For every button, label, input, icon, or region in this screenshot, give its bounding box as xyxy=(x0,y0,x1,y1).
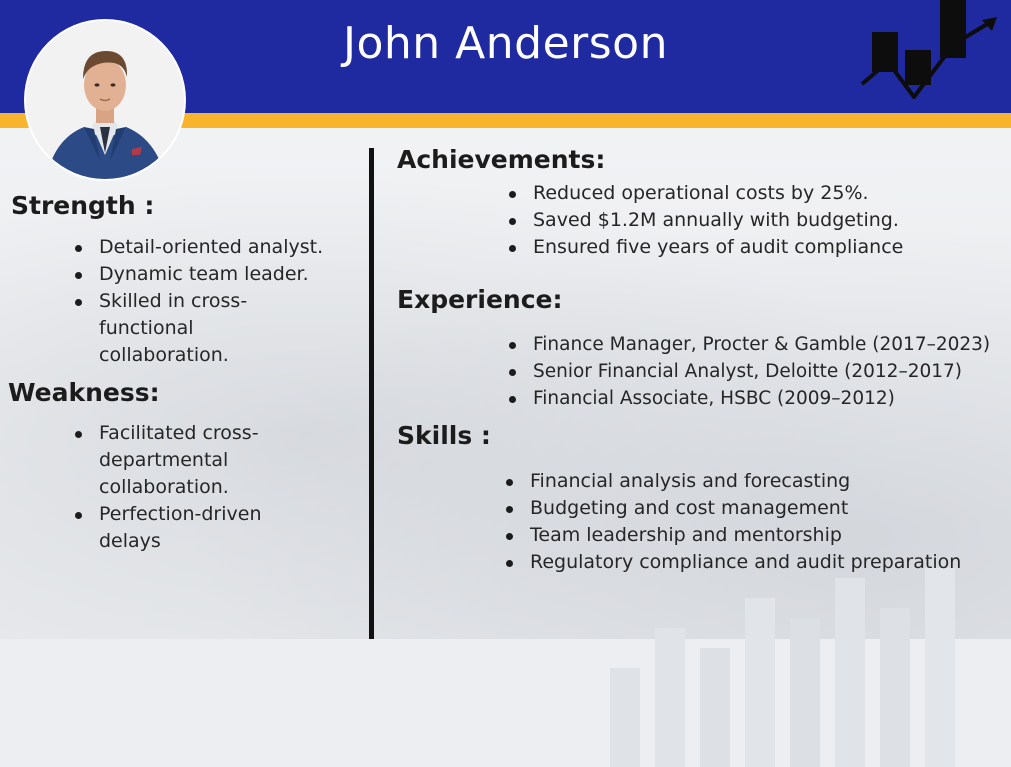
accent-band xyxy=(0,113,1011,128)
list-item: Team leadership and mentorship xyxy=(503,522,1008,549)
list-item: Facilitated cross-departmental collabora… xyxy=(72,420,277,501)
list-item: Regulatory compliance and audit preparat… xyxy=(503,549,1008,576)
column-divider xyxy=(369,148,374,639)
list-item: Reduced operational costs by 25%. xyxy=(506,180,1006,207)
person-portrait-icon xyxy=(26,21,184,179)
profile-photo xyxy=(26,21,184,179)
list-item: Dynamic team leader. xyxy=(72,261,362,288)
skills-list: Financial analysis and forecasting Budge… xyxy=(503,468,1008,576)
strength-list: Detail-oriented analyst. Dynamic team le… xyxy=(72,234,362,369)
strength-heading: Strength : xyxy=(11,191,155,220)
experience-heading: Experience: xyxy=(397,285,563,314)
list-item: Budgeting and cost management xyxy=(503,495,1008,522)
list-item: Senior Financial Analyst, Deloitte (2012… xyxy=(506,358,1011,385)
weakness-heading: Weakness: xyxy=(8,378,160,407)
list-item: Perfection-driven delays xyxy=(72,501,284,555)
experience-list: Finance Manager, Procter & Gamble (2017–… xyxy=(506,331,1011,412)
skills-heading: Skills : xyxy=(397,421,491,450)
list-item: Finance Manager, Procter & Gamble (2017–… xyxy=(506,331,1011,358)
list-item: Skilled in cross-functional collaboratio… xyxy=(72,288,279,369)
list-item: Saved $1.2M annually with budgeting. xyxy=(506,207,1006,234)
weakness-list: Facilitated cross-departmental collabora… xyxy=(72,420,292,555)
list-item: Financial analysis and forecasting xyxy=(503,468,1008,495)
achievements-heading: Achievements: xyxy=(397,145,606,174)
page-title: John Anderson xyxy=(343,18,668,69)
growth-chart-icon xyxy=(860,0,997,99)
list-item: Detail-oriented analyst. xyxy=(72,234,362,261)
achievements-list: Reduced operational costs by 25%. Saved … xyxy=(506,180,1006,261)
list-item: Ensured five years of audit compliance xyxy=(506,234,1006,261)
list-item: Financial Associate, HSBC (2009–2012) xyxy=(506,385,1011,412)
background-bar-graphic xyxy=(610,568,955,767)
